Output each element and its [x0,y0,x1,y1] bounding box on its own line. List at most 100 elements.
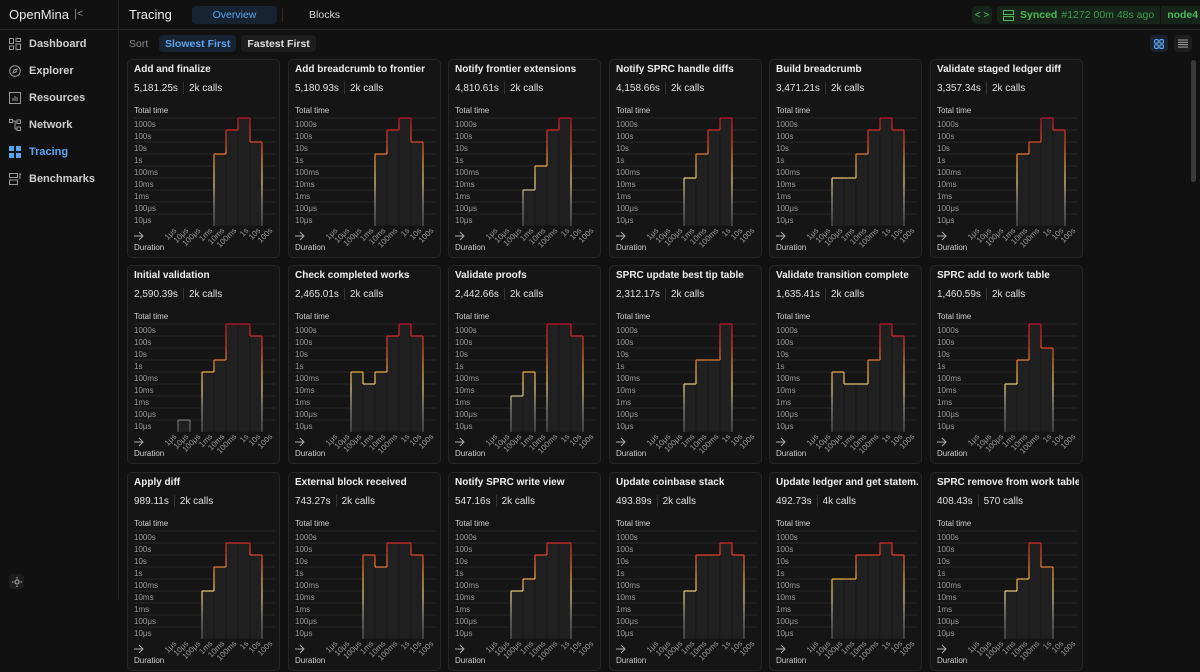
trace-card[interactable]: Add and finalize 5,181.25s 2k calls Total t… [127,59,280,258]
histogram-bar[interactable] [1016,153,1030,227]
trace-card[interactable]: SPRC update best tip table 2,312.17s 2k ca… [609,265,762,464]
histogram-bar[interactable] [558,323,572,433]
node-select[interactable]: node4 [1167,9,1199,21]
tab-blocks[interactable]: Blocks [309,9,340,21]
histogram-bar[interactable] [558,117,572,227]
tab-overview[interactable]: Overview [192,6,277,24]
histogram-bar[interactable] [683,177,697,227]
sidebar-item-network[interactable]: Network [9,115,72,135]
histogram-bar[interactable] [213,566,227,640]
histogram-bar[interactable] [534,554,548,640]
histogram-bar[interactable] [362,383,376,433]
histogram-bar[interactable] [201,371,215,433]
histogram-bar[interactable] [534,165,548,227]
histogram-bar[interactable] [225,129,239,227]
sync-status[interactable]: Synced #1272 00m 48s ago node4 ▼ [997,6,1200,24]
histogram-bar[interactable] [410,335,424,433]
histogram-bar[interactable] [213,153,227,227]
scrollbar[interactable] [1191,60,1196,182]
histogram-bar[interactable] [719,323,733,433]
histogram-bar[interactable] [843,177,857,227]
trace-card[interactable]: SPRC add to work table 1,460.59s 2k calls T… [930,265,1083,464]
histogram-bar[interactable] [177,419,191,433]
histogram-bar[interactable] [522,578,536,640]
histogram-bar[interactable] [879,542,893,640]
histogram-bar[interactable] [410,554,424,640]
histogram-bar[interactable] [237,323,251,433]
histogram-bar[interactable] [1004,383,1018,433]
histogram-bar[interactable] [683,383,697,433]
histogram-bar[interactable] [570,335,584,433]
histogram-bar[interactable] [831,371,845,433]
histogram-bar[interactable] [1028,542,1042,640]
histogram-bar[interactable] [225,323,239,433]
histogram-bar[interactable] [695,359,709,433]
histogram-bar[interactable] [683,590,697,640]
grid-view-icon[interactable] [1150,35,1168,52]
histogram-bar[interactable] [362,554,376,640]
histogram-bar[interactable] [386,129,400,227]
collapse-left-icon[interactable]: |< [74,8,84,20]
trace-card[interactable]: Build breadcrumb 3,471.21s 2k calls Total t… [769,59,922,258]
histogram-bar[interactable] [249,335,263,433]
trace-card[interactable]: Notify frontier extensions 4,810.61s 2k ca… [448,59,601,258]
sidebar-item-benchmarks[interactable]: Benchmarks [9,169,95,189]
histogram-bar[interactable] [843,578,857,640]
histogram-bar[interactable] [510,590,524,640]
sidebar-item-resources[interactable]: Resources [9,88,85,108]
histogram-bar[interactable] [855,554,869,640]
histogram-bar[interactable] [386,542,400,640]
histogram-bar[interactable] [855,383,869,433]
sidebar-item-dashboard[interactable]: Dashboard [9,34,86,54]
histogram-bar[interactable] [707,554,721,640]
histogram-bar[interactable] [546,129,560,227]
trace-card[interactable]: Add breadcrumb to frontier 5,180.93s 2k ca… [288,59,441,258]
histogram-bar[interactable] [879,117,893,227]
histogram-bar[interactable] [855,153,869,227]
code-icon[interactable]: < > [972,6,992,24]
trace-card[interactable]: Validate proofs 2,442.66s 2k calls Total ti… [448,265,601,464]
histogram-bar[interactable] [1016,359,1030,433]
trace-card[interactable]: Notify SPRC write view 547.16s 2k calls Tot… [448,472,601,671]
trace-card[interactable]: SPRC remove from work table 408.43s 570 ca… [930,472,1083,671]
histogram-bar[interactable] [707,359,721,433]
histogram-bar[interactable] [374,566,388,640]
histogram-bar[interactable] [843,383,857,433]
sun-icon[interactable] [9,574,24,589]
histogram-bar[interactable] [410,141,424,227]
histogram-bar[interactable] [237,117,251,227]
histogram-bar[interactable] [546,542,560,640]
trace-card[interactable]: Initial validation 2,590.39s 2k calls Total… [127,265,280,464]
histogram-bar[interactable] [1040,117,1054,227]
histogram-bar[interactable] [831,177,845,227]
histogram-bar[interactable] [386,335,400,433]
histogram-bar[interactable] [1028,141,1042,227]
histogram-bar[interactable] [374,371,388,433]
histogram-bar[interactable] [891,129,905,227]
histogram-bar[interactable] [350,371,364,433]
trace-card[interactable]: Update coinbase stack 493.89s 2k calls Tota… [609,472,762,671]
trace-card[interactable]: Apply diff 989.11s 2k calls Total time 1000s… [127,472,280,671]
trace-card[interactable]: External block received 743.27s 2k calls To… [288,472,441,671]
histogram-bar[interactable] [558,542,572,640]
sort-fastest-button[interactable]: Fastest First [241,35,316,52]
histogram-bar[interactable] [1016,578,1030,640]
sidebar-item-explorer[interactable]: Explorer [9,61,74,81]
trace-card[interactable]: Notify SPRC handle diffs 4,158.66s 2k call… [609,59,762,258]
histogram-bar[interactable] [719,542,733,640]
histogram-bar[interactable] [237,542,251,640]
histogram-bar[interactable] [867,129,881,227]
sidebar-item-tracing[interactable]: Tracing [9,142,68,162]
histogram-bar[interactable] [398,117,412,227]
histogram-bar[interactable] [1004,590,1018,640]
histogram-bar[interactable] [1040,347,1054,433]
trace-card[interactable]: Check completed works 2,465.01s 2k calls To… [288,265,441,464]
histogram-bar[interactable] [1040,566,1054,640]
histogram-bar[interactable] [831,578,845,640]
histogram-bar[interactable] [398,323,412,433]
histogram-bar[interactable] [695,554,709,640]
histogram-bar[interactable] [1028,323,1042,433]
trace-card[interactable]: Validate staged ledger diff 3,357.34s 2k c… [930,59,1083,258]
sort-slowest-button[interactable]: Slowest First [159,35,237,52]
histogram-bar[interactable] [707,129,721,227]
